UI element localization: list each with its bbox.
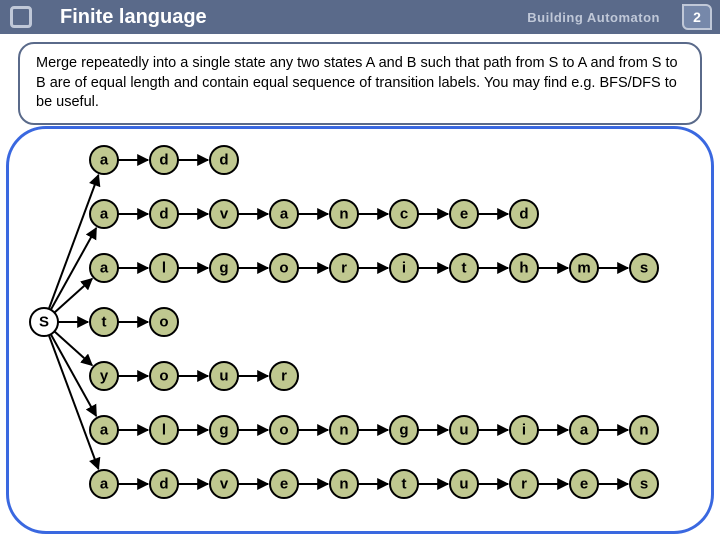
- node-label: d: [519, 206, 528, 223]
- automaton-graph: Sa d d a d v a n c e d a l g o r i t h m s t o y o u r a l g o n g u i a n a d…: [6, 126, 714, 534]
- transition-edge: [49, 175, 99, 309]
- page-subtitle: Building Automaton: [527, 10, 660, 25]
- node-label: i: [402, 260, 406, 277]
- node-label: a: [280, 206, 289, 223]
- transition-edge: [54, 279, 92, 313]
- node-label: t: [402, 476, 407, 493]
- node-label: v: [220, 206, 229, 223]
- node-label: m: [577, 260, 590, 277]
- node-label: o: [279, 260, 288, 277]
- page-number-badge: 2: [682, 4, 712, 30]
- node-label: e: [460, 206, 468, 223]
- node-label: e: [580, 476, 588, 493]
- node-label: r: [341, 260, 347, 277]
- node-label: a: [100, 476, 109, 493]
- transition-edge: [49, 335, 99, 469]
- node-label: r: [281, 368, 287, 385]
- node-label: S: [39, 314, 49, 331]
- node-label: o: [159, 314, 168, 331]
- node-label: c: [400, 206, 408, 223]
- node-label: n: [639, 422, 648, 439]
- description-text: Merge repeatedly into a single state any…: [36, 55, 678, 110]
- node-label: a: [100, 260, 109, 277]
- description-box: Merge repeatedly into a single state any…: [18, 42, 702, 125]
- node-label: v: [220, 476, 229, 493]
- node-label: i: [522, 422, 526, 439]
- node-label: a: [100, 422, 109, 439]
- node-label: n: [339, 476, 348, 493]
- node-label: u: [219, 368, 228, 385]
- node-label: d: [159, 206, 168, 223]
- node-label: e: [280, 476, 288, 493]
- node-label: o: [279, 422, 288, 439]
- node-label: a: [580, 422, 589, 439]
- transition-edge: [54, 331, 92, 365]
- header-icon: [10, 6, 32, 28]
- header-bar: Finite language Building Automaton 2: [0, 0, 720, 34]
- node-label: l: [162, 422, 166, 439]
- node-label: d: [159, 152, 168, 169]
- node-label: g: [219, 422, 228, 439]
- node-label: h: [519, 260, 528, 277]
- node-label: s: [640, 476, 648, 493]
- node-label: d: [219, 152, 228, 169]
- node-label: y: [100, 368, 109, 385]
- node-label: d: [159, 476, 168, 493]
- node-label: o: [159, 368, 168, 385]
- node-label: a: [100, 206, 109, 223]
- node-label: s: [640, 260, 648, 277]
- node-label: a: [100, 152, 109, 169]
- node-label: u: [459, 422, 468, 439]
- node-label: l: [162, 260, 166, 277]
- node-label: u: [459, 476, 468, 493]
- page-title: Finite language: [60, 6, 207, 29]
- node-label: n: [339, 206, 348, 223]
- node-label: n: [339, 422, 348, 439]
- node-label: g: [399, 422, 408, 439]
- node-label: t: [102, 314, 107, 331]
- node-label: g: [219, 260, 228, 277]
- node-label: t: [462, 260, 467, 277]
- node-label: r: [521, 476, 527, 493]
